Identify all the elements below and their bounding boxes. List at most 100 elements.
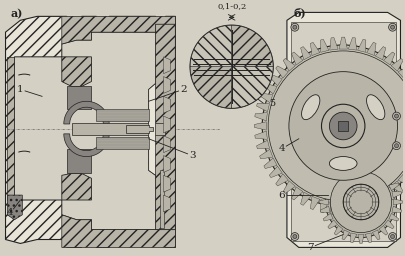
Polygon shape [231, 67, 273, 108]
Polygon shape [320, 200, 328, 212]
Polygon shape [283, 181, 294, 194]
Polygon shape [384, 175, 393, 184]
Text: 4: 4 [7, 208, 14, 217]
Polygon shape [329, 38, 337, 50]
Polygon shape [300, 192, 310, 205]
Polygon shape [62, 215, 175, 247]
Polygon shape [322, 183, 332, 191]
Circle shape [292, 25, 296, 29]
Polygon shape [357, 39, 365, 52]
Polygon shape [392, 199, 401, 205]
Polygon shape [163, 156, 170, 172]
Polygon shape [333, 169, 342, 178]
Circle shape [268, 51, 405, 201]
Polygon shape [309, 196, 319, 210]
Polygon shape [403, 74, 405, 86]
Ellipse shape [366, 95, 384, 120]
Polygon shape [96, 109, 148, 121]
Polygon shape [329, 202, 337, 214]
Circle shape [390, 25, 394, 29]
Polygon shape [64, 134, 109, 156]
Circle shape [325, 166, 396, 238]
Polygon shape [341, 164, 349, 174]
Circle shape [330, 171, 391, 233]
Polygon shape [364, 233, 371, 243]
Polygon shape [256, 103, 269, 112]
Polygon shape [286, 12, 399, 247]
Text: 6: 6 [278, 190, 285, 200]
Circle shape [321, 104, 364, 148]
Text: 3: 3 [188, 151, 195, 160]
Polygon shape [357, 234, 363, 243]
Polygon shape [163, 136, 170, 153]
Polygon shape [163, 96, 170, 113]
Circle shape [388, 23, 396, 31]
Polygon shape [126, 125, 152, 133]
Polygon shape [320, 206, 329, 212]
Polygon shape [66, 87, 91, 109]
Polygon shape [390, 181, 402, 194]
Polygon shape [291, 52, 302, 65]
Polygon shape [263, 158, 276, 168]
Polygon shape [397, 66, 405, 78]
Polygon shape [320, 192, 329, 198]
Polygon shape [338, 203, 347, 215]
Text: 4: 4 [278, 144, 285, 153]
Polygon shape [388, 213, 398, 221]
Circle shape [394, 114, 398, 118]
Polygon shape [300, 47, 310, 60]
Polygon shape [64, 101, 109, 124]
Circle shape [290, 23, 298, 31]
Polygon shape [148, 24, 175, 230]
Polygon shape [148, 83, 155, 175]
Text: 1: 1 [17, 85, 23, 94]
Polygon shape [62, 16, 175, 44]
Circle shape [394, 144, 398, 148]
Polygon shape [66, 149, 91, 173]
Polygon shape [403, 166, 405, 178]
Polygon shape [283, 58, 294, 71]
Polygon shape [254, 122, 266, 130]
Polygon shape [72, 123, 165, 135]
Polygon shape [382, 52, 394, 65]
Polygon shape [371, 230, 379, 240]
Polygon shape [374, 47, 385, 60]
Circle shape [290, 233, 298, 240]
Polygon shape [390, 58, 402, 71]
Polygon shape [397, 174, 405, 186]
Polygon shape [366, 196, 375, 210]
Polygon shape [357, 200, 365, 212]
Polygon shape [327, 220, 337, 229]
Polygon shape [320, 39, 328, 52]
Ellipse shape [328, 157, 356, 170]
Polygon shape [7, 195, 22, 220]
Polygon shape [163, 116, 170, 133]
Circle shape [190, 25, 273, 108]
Polygon shape [333, 226, 342, 235]
Polygon shape [159, 170, 163, 228]
Polygon shape [163, 57, 170, 74]
Polygon shape [388, 183, 398, 191]
Polygon shape [350, 233, 356, 243]
Polygon shape [163, 175, 170, 192]
Polygon shape [374, 192, 385, 205]
Polygon shape [350, 161, 356, 171]
Polygon shape [327, 175, 337, 184]
Circle shape [392, 112, 399, 120]
Polygon shape [190, 67, 231, 108]
Circle shape [328, 112, 356, 140]
Polygon shape [96, 137, 148, 149]
Polygon shape [7, 57, 14, 200]
Polygon shape [382, 187, 394, 200]
Polygon shape [6, 16, 175, 247]
Polygon shape [322, 213, 332, 221]
Polygon shape [254, 113, 267, 121]
Polygon shape [391, 192, 401, 198]
Polygon shape [366, 42, 375, 56]
Polygon shape [275, 174, 288, 186]
Polygon shape [378, 226, 387, 235]
Polygon shape [290, 22, 394, 241]
Polygon shape [275, 66, 288, 78]
Circle shape [388, 233, 396, 240]
Text: 5: 5 [269, 99, 275, 108]
